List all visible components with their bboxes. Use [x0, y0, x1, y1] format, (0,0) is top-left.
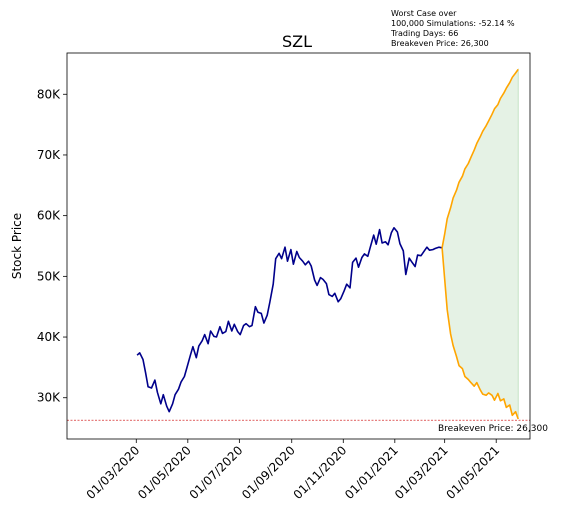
- plot-area: Breakeven Price: 26,300 30K 40K 50K 60K 70K 80…: [37, 52, 548, 502]
- chart-title: SZL: [282, 32, 312, 51]
- x-tick-label: 01/09/2020: [239, 443, 298, 502]
- x-tick-label: 01/03/2021: [392, 443, 451, 502]
- breakeven-label: Breakeven Price: 26,300: [438, 424, 548, 434]
- y-tick-label: 60K: [37, 209, 61, 223]
- info-trading-days: Trading Days: 66: [391, 29, 459, 38]
- y-tick-label: 40K: [37, 330, 61, 344]
- y-tick-label: 70K: [37, 148, 61, 162]
- info-worst-case-line2: 100,000 Simulations: -52.14 %: [391, 19, 515, 28]
- simulation-upper-line: [441, 68, 519, 248]
- info-breakeven-price: Breakeven Price: 26,300: [391, 39, 489, 48]
- x-tick-label: 01/05/2020: [135, 443, 194, 502]
- axes-frame: [66, 52, 531, 440]
- x-tick-label: 01/05/2021: [444, 443, 503, 502]
- historical-price-line: [136, 227, 443, 413]
- x-tick-label: 01/07/2020: [187, 443, 246, 502]
- simulation-lower-line: [441, 247, 519, 420]
- x-tick-label: 01/03/2020: [84, 443, 143, 502]
- y-axis-label: Stock Price: [10, 213, 24, 279]
- simulation-range-band: [441, 68, 519, 420]
- x-tick-label: 01/11/2020: [291, 443, 350, 502]
- info-worst-case-line1: Worst Case over: [391, 9, 457, 18]
- y-tick-label: 50K: [37, 269, 61, 283]
- y-tick-label: 30K: [37, 391, 61, 405]
- y-tick-label: 80K: [37, 87, 61, 101]
